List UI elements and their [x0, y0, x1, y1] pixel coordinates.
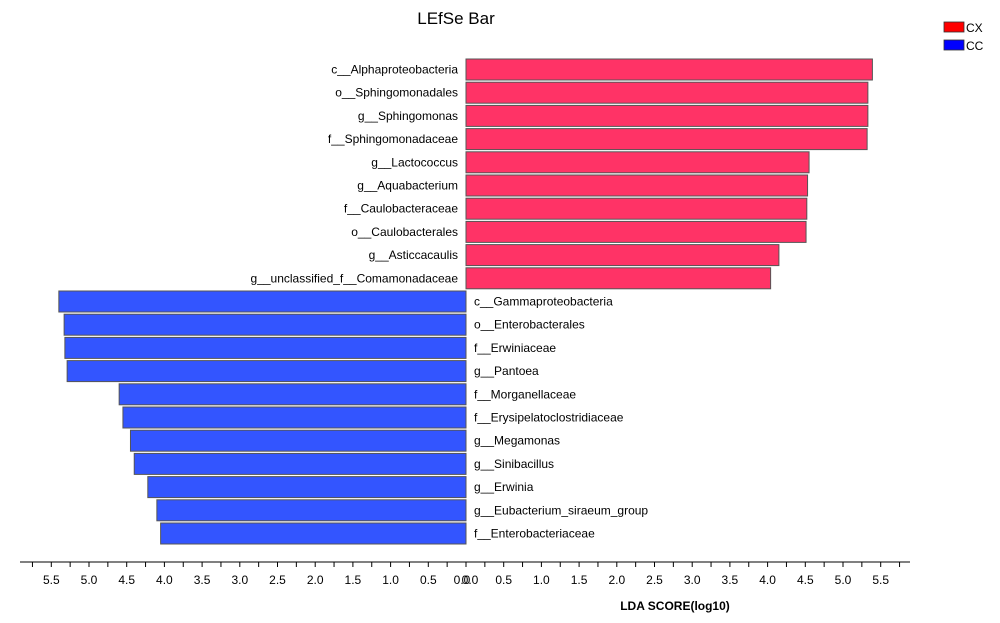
bar-label-cx-9: g__unclassified_f__Comamonadaceae: [251, 271, 459, 285]
tick-label: 3.5: [194, 573, 211, 587]
bar-cx-6: [465, 197, 808, 220]
bar-cc-3: [66, 360, 467, 383]
bar-label-cc-6: g__Megamonas: [474, 434, 560, 448]
tick-label: 4.5: [118, 573, 135, 587]
bar-cc-0: [58, 290, 467, 313]
tick-label: 4.5: [797, 573, 814, 587]
tick-label: 0.0: [454, 573, 471, 587]
tick-label: 5.0: [835, 573, 852, 587]
bar-label-cc-0: c__Gammaproteobacteria: [474, 295, 613, 309]
tick-label: 5.5: [43, 573, 60, 587]
tick-label: 1.0: [382, 573, 399, 587]
bar-label-cc-1: o__Enterobacterales: [474, 318, 585, 332]
bar-label-cx-4: g__Lactococcus: [371, 155, 458, 169]
bar-cc-10: [160, 522, 467, 545]
bar-label-cc-4: f__Morganellaceae: [474, 387, 576, 401]
bar-label-cc-2: f__Erwiniaceae: [474, 341, 556, 355]
bar-cc-8: [147, 476, 467, 499]
bar-label-cx-2: g__Sphingomonas: [358, 109, 458, 123]
tick-label: 2.5: [646, 573, 663, 587]
tick-label: 0.5: [420, 573, 437, 587]
bar-label-cx-3: f__Sphingomonadaceae: [328, 132, 458, 146]
legend-swatch-cc: [943, 39, 965, 51]
bar-label-cx-0: c__Alphaproteobacteria: [331, 63, 458, 77]
bar-cx-5: [465, 174, 809, 197]
bar-label-cx-8: g__Asticcacaulis: [369, 248, 458, 262]
bars: c__Alphaproteobacteria o__Sphingomonadale…: [58, 58, 873, 545]
bar-label-cc-5: f__Erysipelatoclostridiaceae: [474, 411, 624, 425]
tick-label: 3.0: [684, 573, 701, 587]
tick-label: 5.0: [81, 573, 98, 587]
tick-label: 1.5: [571, 573, 588, 587]
chart-title: LEfSe Bar: [417, 9, 495, 28]
tick-label: 1.0: [533, 573, 550, 587]
legend: CX CC: [943, 21, 984, 53]
tick-label: 2.0: [307, 573, 324, 587]
bar-cx-0: [465, 58, 873, 81]
legend-swatch-cx: [943, 21, 965, 33]
bar-label-cx-7: o__Caulobacterales: [351, 225, 458, 239]
tick-label: 4.0: [156, 573, 173, 587]
bar-label-cx-5: g__Aquabacterium: [357, 179, 458, 193]
bar-cc-9: [156, 499, 467, 522]
bar-cc-5: [122, 406, 467, 429]
legend-label-cx: CX: [966, 21, 983, 35]
bar-cx-7: [465, 220, 807, 243]
x-axis: 5.5 5.0 4.5 4.0 3.5 3.0 2.5 2.0 1.5 1.0 0.5 0.00.0 0…: [20, 561, 910, 587]
bar-cx-3: [465, 128, 868, 151]
tick-label: 4.0: [759, 573, 776, 587]
tick-label: 2.0: [608, 573, 625, 587]
bar-label-cx-1: o__Sphingomonadales: [335, 86, 458, 100]
bar-cx-2: [465, 104, 869, 127]
tick-label: 0.0: [462, 573, 479, 587]
bar-cx-1: [465, 81, 869, 104]
bar-label-cc-10: f__Enterobacteriaceae: [474, 527, 595, 541]
tick-label: 5.5: [872, 573, 889, 587]
bar-cc-6: [129, 429, 467, 452]
bar-label-cc-8: g__Erwinia: [474, 480, 534, 494]
tick-label: 2.5: [269, 573, 286, 587]
tick-label: 3.5: [722, 573, 739, 587]
bar-label-cc-7: g__Sinibacillus: [474, 457, 554, 471]
bar-cc-2: [64, 336, 467, 359]
bar-cc-1: [63, 313, 467, 336]
legend-label-cc: CC: [966, 39, 984, 53]
bar-cc-4: [118, 383, 467, 406]
bar-label-cx-6: f__Caulobacteraceae: [344, 202, 458, 216]
tick-label: 0.5: [495, 573, 512, 587]
x-axis-label: LDA SCORE(log10): [620, 599, 730, 613]
bar-cx-8: [465, 244, 780, 267]
tick-label: 3.0: [231, 573, 248, 587]
bar-label-cc-9: g__Eubacterium_siraeum_group: [474, 503, 648, 517]
bar-cx-9: [465, 267, 772, 290]
tick-label: 1.5: [345, 573, 362, 587]
bar-cc-7: [133, 452, 467, 475]
bar-label-cc-3: g__Pantoea: [474, 364, 539, 378]
bar-cx-4: [465, 151, 810, 174]
